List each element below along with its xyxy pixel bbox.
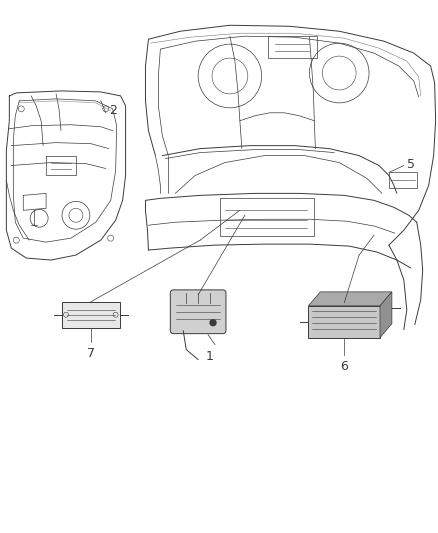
Text: 2: 2 bbox=[109, 104, 117, 117]
Text: 5: 5 bbox=[407, 158, 415, 171]
Bar bbox=[389, 173, 417, 188]
Bar bbox=[308, 306, 380, 337]
Polygon shape bbox=[308, 292, 392, 306]
Text: 7: 7 bbox=[87, 346, 95, 360]
Polygon shape bbox=[380, 292, 392, 337]
FancyBboxPatch shape bbox=[170, 290, 226, 334]
Bar bbox=[220, 198, 314, 236]
Bar bbox=[268, 36, 318, 58]
Bar bbox=[62, 302, 120, 328]
Text: 6: 6 bbox=[340, 360, 348, 373]
Text: 1: 1 bbox=[206, 350, 214, 362]
Circle shape bbox=[210, 320, 216, 326]
